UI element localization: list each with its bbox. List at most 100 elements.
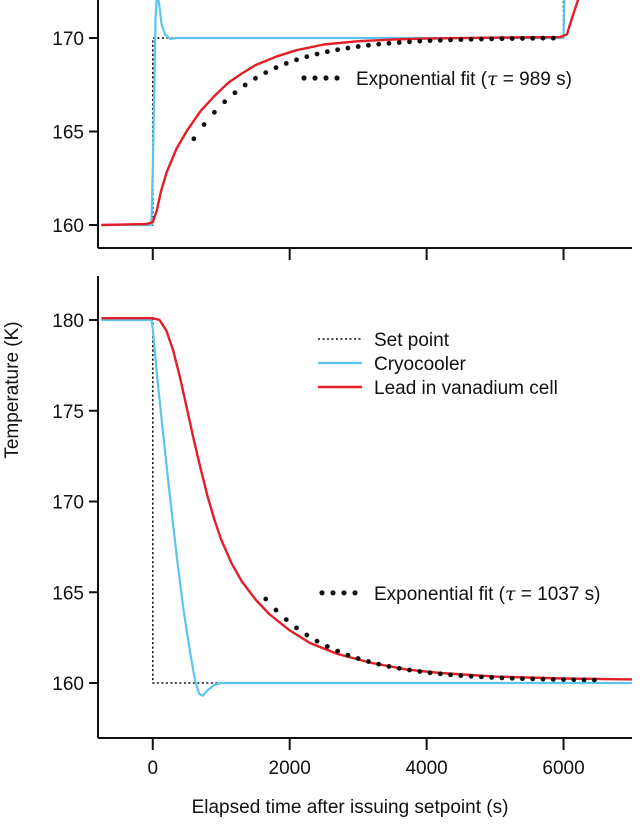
bottom-series-dotted-line (101, 319, 632, 684)
bottom-y-tick-label: 165 (52, 583, 84, 604)
bottom-y-tick-label: 180 (52, 311, 84, 332)
fit-point (520, 36, 525, 41)
top-series-dotted-line (101, 0, 565, 226)
fit-point (581, 677, 587, 683)
fit-point (458, 673, 464, 678)
top-y-tick-label: 170 (52, 29, 84, 50)
fit-point (263, 596, 269, 602)
fit-point (294, 57, 299, 63)
fit-point (509, 675, 515, 681)
legend-label: Set point (374, 330, 450, 351)
fit-point (355, 656, 361, 661)
legend-dot (301, 75, 307, 81)
fit-point (263, 70, 269, 76)
fit-point (478, 36, 484, 42)
fit-point (314, 51, 320, 57)
top-plot-area (101, 0, 580, 227)
fit-point (499, 36, 505, 42)
fit-point (530, 676, 536, 682)
fit-point (396, 40, 402, 45)
top-legend: Exponential fit (τ = 989 s) (301, 68, 572, 90)
fit-point (242, 82, 248, 88)
fit-point (437, 37, 443, 43)
fit-point (540, 35, 546, 41)
bottom-x-tick-label: 2000 (269, 758, 311, 779)
bottom-y-tick-label: 160 (52, 674, 84, 695)
legend-item: Exponential fit (τ = 1037 s) (319, 583, 601, 605)
fit-point (427, 670, 433, 676)
bottom-x-tick-label: 6000 (542, 758, 584, 779)
legend-dot (352, 590, 358, 596)
fit-point (304, 632, 310, 638)
fit-point (366, 42, 371, 48)
fit-point (376, 41, 382, 47)
fit-point (273, 65, 279, 71)
fit-point (561, 677, 566, 682)
fit-point (468, 36, 474, 42)
legend-dot (323, 75, 329, 81)
fit-point (448, 37, 453, 43)
x-axis-title: Elapsed time after issuing setpoint (s) (192, 797, 509, 818)
legend-dot (330, 590, 336, 596)
fit-point (366, 659, 371, 664)
fit-point (478, 674, 484, 680)
legend-label: Lead in vanadium cell (374, 378, 558, 399)
legend-item: Set point (318, 330, 450, 351)
fit-point (417, 38, 423, 44)
fit-point (191, 136, 197, 142)
bottom-series-solid-red-line (101, 317, 633, 681)
fit-point (222, 99, 228, 105)
fit-point (437, 671, 443, 677)
fit-point (345, 652, 351, 658)
bottom-plot-area (101, 317, 633, 697)
legend-dot (312, 75, 318, 81)
legend-item: Exponential fit (τ = 989 s) (301, 68, 572, 90)
fit-point (335, 47, 341, 53)
fit-point (201, 122, 207, 127)
legend-item: Cryocooler (318, 354, 467, 375)
fit-point (294, 625, 299, 631)
bottom-x-tick-label: 0 (147, 758, 158, 779)
fit-point (468, 673, 474, 679)
fit-point (324, 644, 330, 649)
fit-point (324, 49, 330, 55)
top-y-tick-label: 160 (52, 216, 84, 237)
fit-point (335, 648, 341, 654)
legend-dot (334, 75, 340, 81)
fit-point (304, 54, 310, 60)
fit-point (417, 669, 423, 674)
top-y-tick-label: 165 (52, 123, 84, 144)
bottom-y-tick-label: 175 (52, 402, 84, 423)
fit-point (530, 35, 536, 41)
fit-point (550, 35, 556, 41)
legend-label: Exponential fit (τ = 1037 s) (374, 583, 601, 605)
fit-point (396, 665, 402, 671)
fit-point (550, 676, 556, 682)
fit-point (448, 672, 453, 678)
fit-point (489, 36, 495, 42)
bottom-x-tick-label: 4000 (405, 758, 447, 779)
bottom-y-tick-label: 170 (52, 493, 84, 514)
fit-point (386, 40, 392, 46)
fit-point (345, 45, 351, 51)
fit-point (427, 38, 433, 44)
fit-point (314, 638, 320, 644)
fit-point (571, 677, 577, 683)
fit-point (253, 75, 258, 81)
fit-point (407, 667, 412, 673)
fit-point (273, 607, 279, 613)
fit-point (520, 676, 525, 682)
fit-point (591, 677, 597, 683)
fit-point (211, 109, 217, 115)
fit-point (355, 44, 361, 49)
legend-item: Lead in vanadium cell (318, 378, 558, 399)
legend-label: Exponential fit (τ = 989 s) (356, 68, 572, 90)
fit-point (407, 39, 412, 45)
y-axis-title: Temperature (K) (2, 321, 23, 458)
fit-point (232, 90, 238, 96)
bottom-legend: Set point Cryocooler Lead in vanadium cell… (318, 330, 601, 605)
legend-dot (319, 590, 325, 596)
fit-point (499, 675, 505, 681)
top-panel: 160 165 170 Exponential fit (τ = 989 s) (52, 0, 632, 260)
